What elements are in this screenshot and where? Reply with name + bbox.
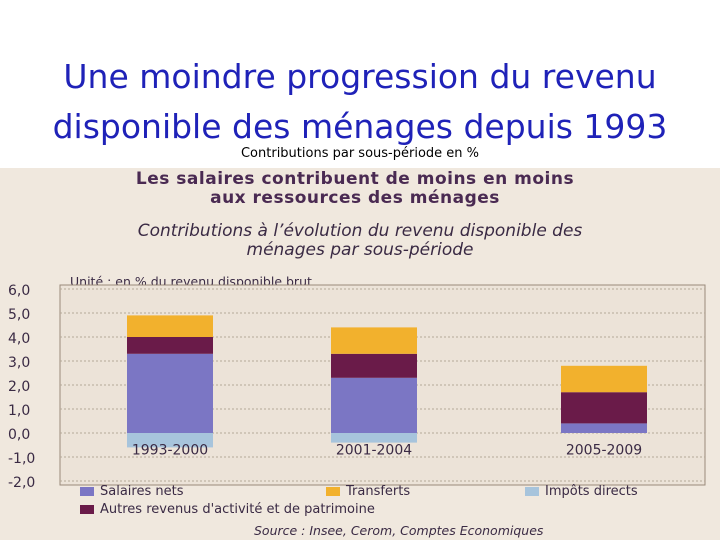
y-tick-label: 2,0 [8, 379, 30, 395]
y-tick-label: -2,0 [8, 475, 35, 491]
source-note: Source : Insee, Cerom, Comptes Economiqu… [254, 523, 544, 538]
slide-subtitle: Contributions par sous-période en % [240, 146, 479, 161]
bar-segment [127, 353, 213, 433]
bar-segment [331, 327, 417, 354]
slide-title-line1: Une moindre progression du revenu [63, 57, 657, 97]
bar-segment [331, 377, 417, 433]
figure-subtitle-line1: Contributions à l’évolution du revenu di… [137, 221, 583, 241]
y-tick-label: 6,0 [8, 283, 30, 299]
y-tick-label: 4,0 [8, 331, 30, 347]
bar-segment [127, 337, 213, 354]
figure-title-line2: aux ressources des ménages [210, 188, 500, 208]
slide-title-line2: disponible des ménages depuis 1993 [52, 107, 668, 147]
x-category-label: 1993-2000 [132, 443, 208, 459]
legend-swatch [525, 487, 539, 496]
figure-subtitle: Contributions à l’évolution du revenu di… [0, 222, 720, 260]
legend-swatch [80, 487, 94, 496]
y-tick-label: -1,0 [8, 451, 35, 467]
y-tick-label: 3,0 [8, 355, 30, 371]
chart-legend: Salaires nets Autres revenus d'activité e… [80, 484, 720, 524]
legend-label: Salaires nets [100, 484, 184, 499]
bar-segment [127, 315, 213, 337]
legend-item: Autres revenus d'activité et de patrimoi… [80, 502, 375, 517]
y-tick-label: 0,0 [8, 427, 30, 443]
bar-segment [561, 365, 647, 393]
bar-segment [561, 423, 647, 433]
legend-item: Impôts directs [525, 484, 638, 499]
x-category-label: 2001-2004 [336, 443, 412, 459]
bar-segment [331, 353, 417, 378]
bar-segment [331, 433, 417, 443]
stacked-bar-chart: 6,0 5,0 4,0 3,0 2,0 1,0 0,0 -1,0 -2,0 1993-2000 20… [8, 283, 706, 491]
legend-swatch [80, 505, 94, 514]
bar-segment [561, 392, 647, 424]
legend-item: Salaires nets [80, 484, 183, 499]
bar-segment [127, 433, 213, 448]
legend-label: Transferts [346, 484, 411, 499]
legend-item: Transferts [326, 484, 410, 499]
x-category-label: 2005-2009 [566, 443, 642, 459]
figure-title-line1: Les salaires contribuent de moins en moi… [135, 169, 575, 189]
slide-title: Une moindre progression du revenu dispon… [0, 52, 720, 152]
figure-title: Les salaires contribuent de moins en moi… [0, 170, 710, 208]
legend-label: Impôts directs [545, 484, 638, 499]
legend-swatch [326, 487, 340, 496]
legend-label: Autres revenus d'activité et de patrimoi… [100, 502, 375, 517]
figure-subtitle-line2: ménages par sous-période [246, 240, 474, 260]
scanned-figure: Les salaires contribuent de moins en moi… [0, 168, 720, 540]
y-tick-label: 1,0 [8, 403, 30, 419]
y-tick-label: 5,0 [8, 307, 30, 323]
